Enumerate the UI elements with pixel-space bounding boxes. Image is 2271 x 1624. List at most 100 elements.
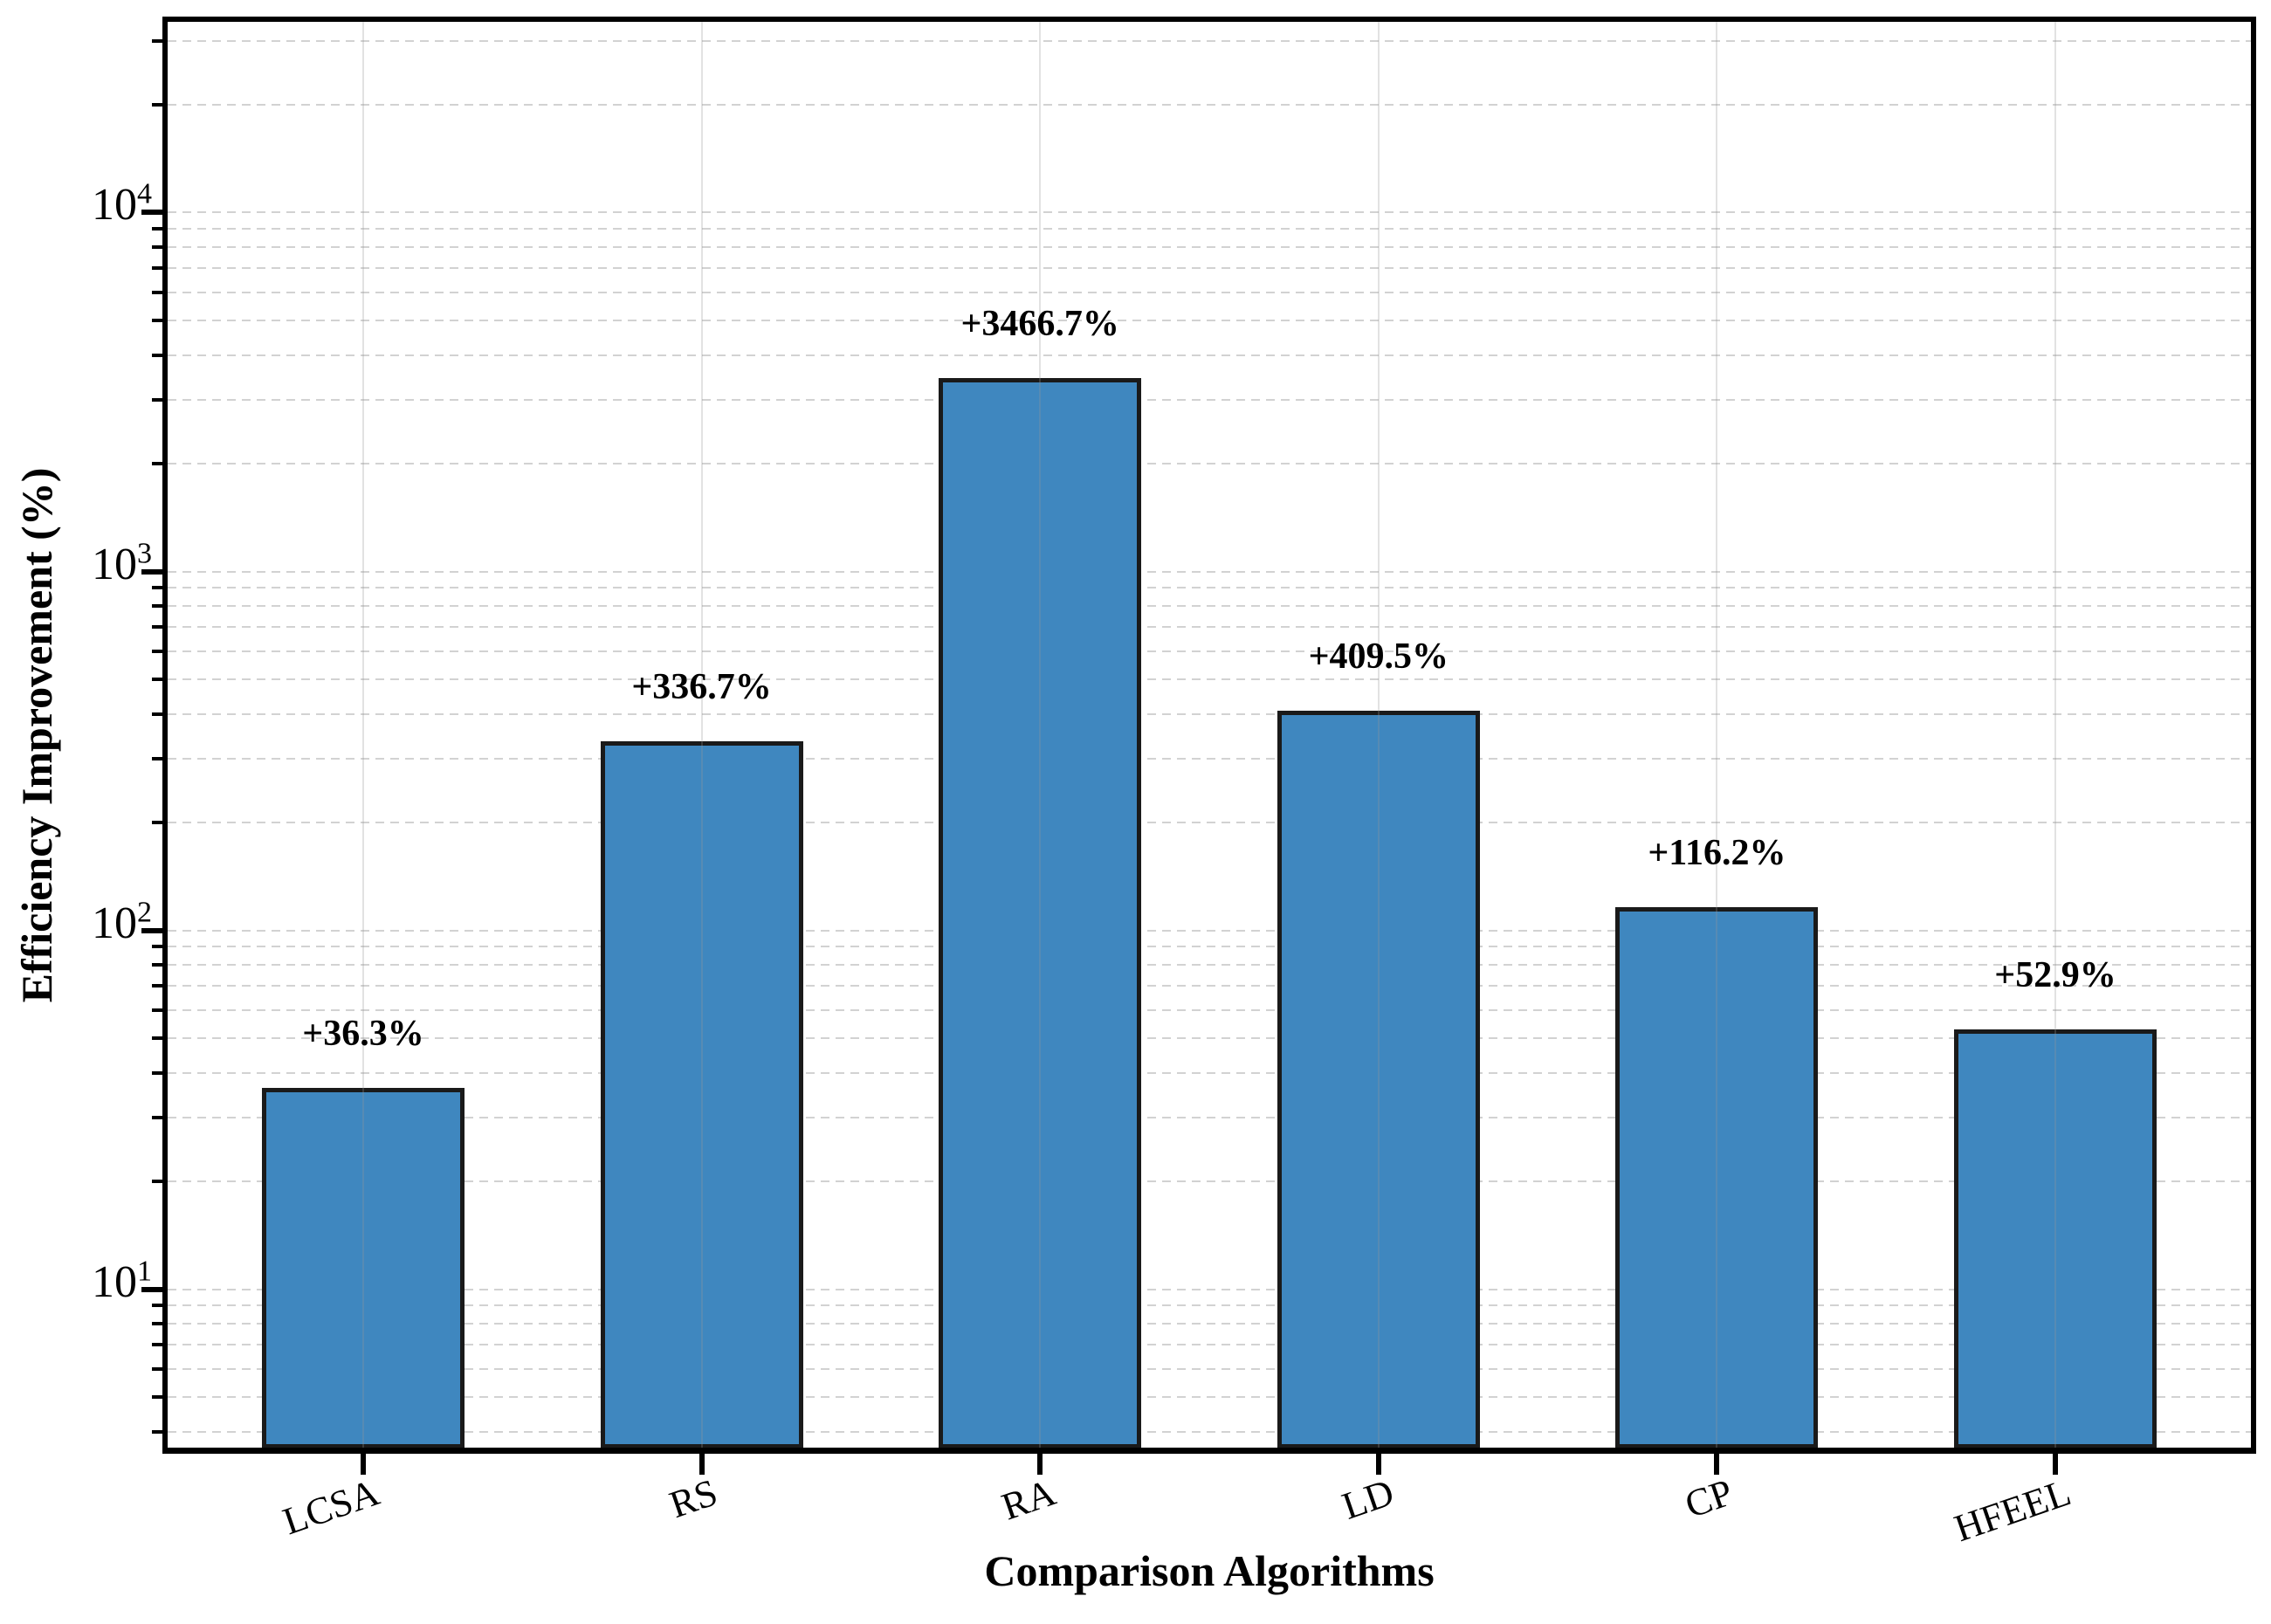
x-tick	[1037, 1449, 1043, 1475]
gridline-horizontal	[168, 964, 2251, 967]
bar-value-label: +336.7%	[631, 666, 772, 707]
bar-lcsa	[262, 1088, 465, 1449]
x-tick-label-rs: RS	[664, 1470, 723, 1527]
y-minor-tick	[152, 1071, 168, 1076]
gridline-horizontal	[168, 713, 2251, 716]
gridline-horizontal	[168, 1304, 2251, 1307]
gridline-horizontal	[168, 605, 2251, 608]
gridline-horizontal	[168, 40, 2251, 43]
gridline-horizontal	[168, 626, 2251, 629]
y-major-tick	[141, 1286, 168, 1292]
y-minor-tick	[152, 586, 168, 590]
gridline-horizontal	[168, 246, 2251, 249]
x-tick	[1375, 1449, 1381, 1475]
bar-ra	[939, 377, 1142, 1449]
y-minor-tick	[152, 1116, 168, 1120]
bar-value-label: +36.3%	[302, 1014, 424, 1055]
gridline-horizontal	[168, 228, 2251, 231]
y-minor-tick	[152, 266, 168, 271]
gridline-horizontal	[168, 1037, 2251, 1040]
gridline-horizontal	[168, 929, 2251, 932]
gridline-horizontal	[168, 103, 2251, 106]
plot-frame	[162, 17, 2256, 1454]
y-minor-tick	[152, 945, 168, 949]
y-tick-label: 104	[0, 177, 152, 233]
bar-value-label: +3466.7%	[960, 303, 1119, 344]
y-minor-tick	[152, 1036, 168, 1041]
gridline-horizontal	[168, 354, 2251, 357]
gridline-horizontal	[168, 1072, 2251, 1075]
gridline-horizontal	[168, 678, 2251, 681]
x-tick-label-ra: RA	[996, 1470, 1062, 1529]
y-tick-label-exponent: 4	[137, 178, 152, 211]
gridline-horizontal	[168, 570, 2251, 573]
gridline-horizontal	[168, 946, 2251, 948]
gridline-horizontal	[168, 985, 2251, 987]
y-major-tick	[141, 210, 168, 216]
y-minor-tick	[152, 227, 168, 231]
bar-value-label: +409.5%	[1308, 636, 1449, 677]
x-tick	[699, 1449, 705, 1475]
gridline-horizontal	[168, 291, 2251, 293]
y-tick-label-base: 10	[92, 1256, 137, 1307]
gridline-horizontal	[168, 211, 2251, 214]
y-minor-tick	[152, 712, 168, 717]
y-minor-tick	[152, 461, 168, 465]
y-tick-label-base: 10	[92, 539, 137, 589]
gridline-horizontal	[168, 587, 2251, 589]
gridline-horizontal	[168, 1367, 2251, 1370]
y-tick-label: 102	[0, 896, 152, 952]
y-minor-tick	[152, 102, 168, 107]
y-minor-tick	[152, 245, 168, 250]
y-minor-tick	[152, 354, 168, 358]
x-tick	[2053, 1449, 2058, 1475]
gridline-horizontal	[168, 1288, 2251, 1290]
gridline-horizontal	[168, 758, 2251, 760]
gridline-horizontal	[168, 650, 2251, 652]
y-minor-tick	[152, 1343, 168, 1347]
y-minor-tick	[152, 984, 168, 988]
y-minor-tick	[152, 319, 168, 323]
y-tick-label-exponent: 1	[137, 1255, 152, 1288]
gridline-horizontal	[168, 1117, 2251, 1119]
gridline-horizontal	[168, 320, 2251, 322]
y-minor-tick	[152, 290, 168, 294]
y-minor-tick	[152, 398, 168, 403]
x-tick-label-cp: CP	[1679, 1470, 1738, 1527]
y-tick-label-base: 10	[92, 180, 137, 231]
gridline-vertical	[362, 22, 364, 1449]
y-major-tick	[141, 927, 168, 933]
bar-value-label: +52.9%	[1994, 955, 2116, 996]
x-tick	[1714, 1449, 1720, 1475]
y-tick-label-exponent: 3	[137, 537, 152, 570]
x-tick-label-hfeel: HFEEL	[1949, 1470, 2076, 1551]
y-minor-tick	[152, 820, 168, 824]
y-tick-label-exponent: 2	[137, 896, 152, 929]
gridline-horizontal	[168, 1431, 2251, 1434]
y-minor-tick	[152, 963, 168, 967]
y-minor-tick	[152, 1395, 168, 1400]
gridline-horizontal	[168, 1344, 2251, 1346]
x-axis-title: Comparison Algorithms	[984, 1546, 1435, 1595]
gridline-horizontal	[168, 1323, 2251, 1325]
gridline-vertical	[1039, 22, 1042, 1449]
x-tick-label-lcsa: LCSA	[277, 1470, 384, 1544]
y-minor-tick	[152, 757, 168, 761]
y-tick-label-base: 10	[92, 898, 137, 948]
y-minor-tick	[152, 1008, 168, 1012]
y-minor-tick	[152, 625, 168, 630]
y-minor-tick	[152, 1366, 168, 1371]
gridline-vertical	[1377, 22, 1380, 1449]
y-tick-label: 101	[0, 1255, 152, 1311]
bar-cp	[1615, 906, 1819, 1449]
bar-value-label: +116.2%	[1648, 832, 1786, 873]
bar-hfeel	[1954, 1029, 2157, 1449]
bar-ld	[1277, 710, 1480, 1449]
y-axis-title: Efficiency Improvement (%)	[12, 467, 61, 1003]
y-minor-tick	[152, 604, 168, 609]
y-minor-tick	[152, 39, 168, 44]
bar-rs	[600, 740, 803, 1449]
gridline-horizontal	[168, 399, 2251, 402]
y-minor-tick	[152, 678, 168, 682]
